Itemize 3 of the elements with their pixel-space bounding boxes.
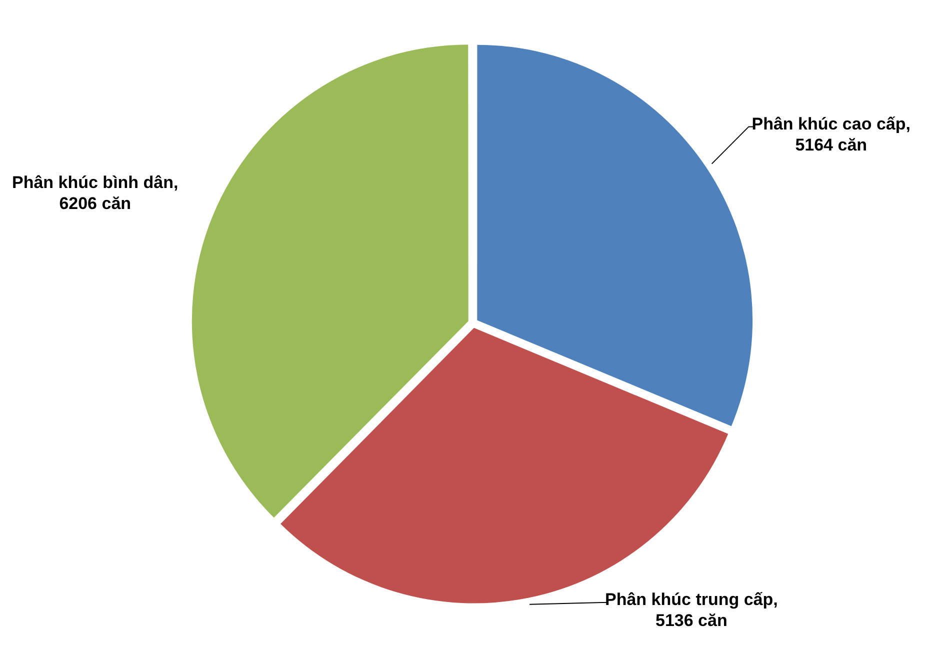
slice-label: Phân khúc bình dân, 6206 căn — [12, 172, 178, 213]
slice-label: Phân khúc cao cấp, 5164 căn — [752, 114, 910, 154]
slice-label: Phân khúc trung cấp, 5136 căn — [605, 590, 778, 630]
